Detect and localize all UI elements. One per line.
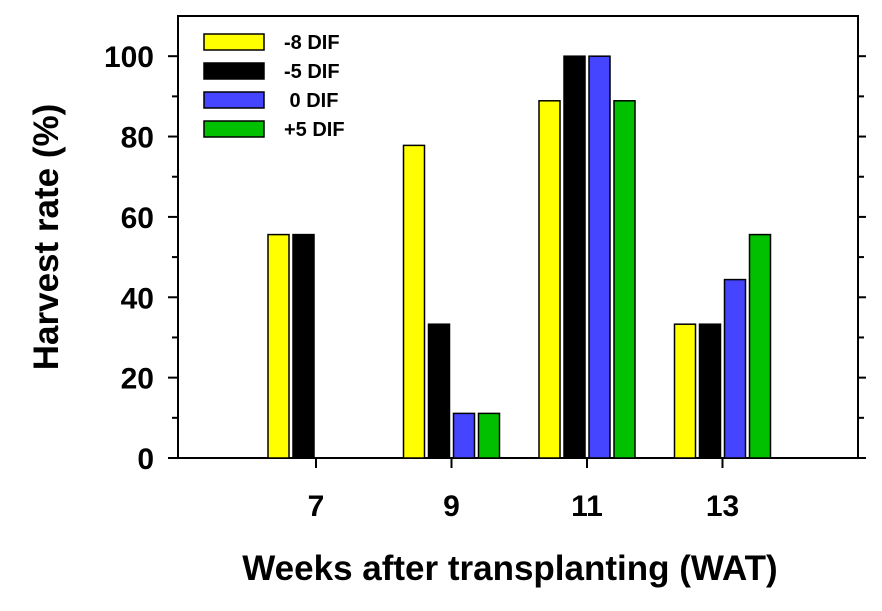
bar [267, 233, 290, 459]
legend: -8 DIF -5 DIF 0 DIF +5 DIF [203, 32, 345, 141]
bar [723, 278, 747, 459]
y-tick-label: 40 [121, 282, 154, 315]
y-tick-label: 100 [104, 41, 154, 74]
y-axis-right [858, 55, 866, 459]
bar [748, 233, 772, 459]
y-tick-label: 60 [121, 202, 154, 235]
legend-swatch [203, 33, 265, 51]
legend-swatch [203, 62, 265, 80]
y-tick-label: 80 [121, 122, 154, 155]
x-axis: 7 9 11 13 [308, 458, 739, 523]
bar [588, 55, 611, 459]
x-tick-label: 13 [706, 490, 739, 523]
bar [427, 323, 451, 459]
legend-label: 0 DIF [284, 90, 338, 112]
legend-label: -5 DIF [284, 61, 340, 83]
bar [563, 55, 586, 459]
bar [477, 412, 501, 459]
bar [402, 144, 426, 459]
legend-swatch [203, 91, 265, 109]
x-axis-title: Weeks after transplanting (WAT) [242, 549, 777, 588]
x-tick-label: 9 [443, 490, 460, 523]
legend-swatch [203, 120, 265, 138]
legend-label: +5 DIF [284, 119, 345, 141]
y-tick-label: 20 [121, 363, 154, 396]
legend-label: -8 DIF [284, 32, 340, 54]
bar [698, 323, 722, 459]
bar [292, 233, 315, 459]
plot-frame [177, 15, 859, 459]
bar [452, 412, 476, 459]
y-tick-label: 0 [137, 443, 154, 476]
bars [267, 55, 772, 459]
bar [613, 100, 636, 459]
x-tick-label: 11 [571, 490, 603, 523]
x-tick-label: 7 [308, 490, 325, 523]
y-axis-title: Harvest rate (%) [27, 104, 66, 371]
bar [538, 100, 561, 459]
y-axis: 0 20 40 60 80 100 [104, 41, 178, 476]
bar [673, 323, 697, 459]
